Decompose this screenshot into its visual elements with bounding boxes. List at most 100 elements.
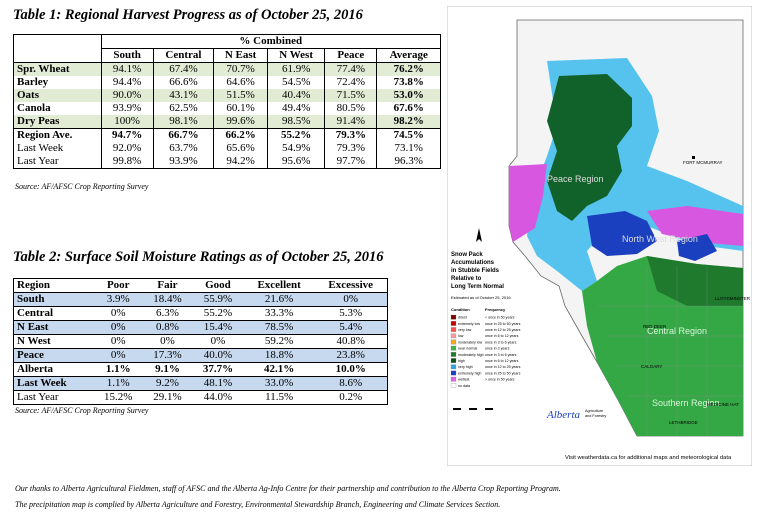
table-cell: 74.5% xyxy=(376,128,441,142)
column-header: N West xyxy=(267,48,326,63)
svg-text:Long Term Normal: Long Term Normal xyxy=(451,284,504,290)
row-label: Last Year xyxy=(13,390,94,405)
table-cell: 60.1% xyxy=(213,102,269,115)
table-cell: 53.0% xyxy=(376,89,441,102)
row-label: N East xyxy=(13,320,94,335)
table2-title: Table 2: Surface Soil Moisture Ratings a… xyxy=(13,249,384,265)
table-cell: 49.4% xyxy=(267,102,326,115)
legend-condition: very high xyxy=(458,365,473,369)
column-header: South xyxy=(101,48,154,63)
table-cell: 0% xyxy=(142,334,193,349)
legend-frequency: once in 3 years xyxy=(485,347,510,351)
row-label: Dry Peas xyxy=(13,115,102,129)
header-spacer xyxy=(13,34,102,49)
city-label: FORT MCMURRAY xyxy=(683,160,723,165)
table-cell: 96.3% xyxy=(376,155,441,169)
map-date: Estimated as of October 25, 2016 xyxy=(451,295,511,300)
table-cell: 94.1% xyxy=(101,62,154,76)
logo-subtitle: and Forestry xyxy=(585,414,606,418)
table-cell: 59.2% xyxy=(243,334,315,349)
table-row: Last Week 92.0% 63.7% 65.6% 54.9% 79.3% 73.1% xyxy=(13,142,441,155)
table-cell: 0% xyxy=(314,292,388,307)
table-cell: 94.4% xyxy=(101,76,154,89)
legend-condition: extremely high xyxy=(458,371,481,375)
table-cell: 9.1% xyxy=(142,362,193,377)
column-header: Poor xyxy=(106,279,130,291)
table-cell: 23.8% xyxy=(314,348,388,363)
table-cell: 93.9% xyxy=(101,102,154,115)
table-cell: 66.7% xyxy=(153,128,215,142)
extremely-high-zone-2 xyxy=(677,234,717,261)
table-cell: 9.2% xyxy=(142,376,193,391)
table-cell: 62.5% xyxy=(153,102,215,115)
table-cell: 92.0% xyxy=(101,142,154,155)
table-cell: 79.3% xyxy=(324,142,378,155)
table-cell: 65.6% xyxy=(213,142,269,155)
table-cell: 5.4% xyxy=(314,320,388,335)
wettest-zone-east xyxy=(647,206,743,246)
legend-condition: wettest xyxy=(458,378,469,382)
table-cell: 76.2% xyxy=(376,62,441,76)
row-label: Oats xyxy=(13,89,102,102)
row-label: Last Week xyxy=(13,142,102,155)
column-header: Excessive xyxy=(328,279,374,291)
table-cell: 55.2% xyxy=(192,306,244,321)
table-cell: 78.5% xyxy=(243,320,315,335)
city-label: RED DEER xyxy=(643,324,667,329)
alberta-logo: Alberta xyxy=(546,409,580,421)
table-row: Last Year 99.8% 93.9% 94.2% 95.6% 97.7% 96.3% xyxy=(13,155,441,169)
table-cell: 15.4% xyxy=(192,320,244,335)
table-cell: 98.2% xyxy=(376,115,441,129)
table-cell: 54.9% xyxy=(267,142,326,155)
column-header: Central xyxy=(153,48,215,63)
table-cell: 0.8% xyxy=(142,320,193,335)
table-cell: 10.0% xyxy=(314,362,388,377)
table2-source: Source: AF/AFSC Crop Reporting Survey xyxy=(15,406,149,415)
table-cell: 100% xyxy=(101,115,154,129)
legend-condition: low xyxy=(458,334,464,338)
row-label: Region Ave. xyxy=(13,128,102,142)
table-cell: 98.5% xyxy=(267,115,326,129)
legend-swatch xyxy=(450,339,457,345)
map-footer: Visit weatherdata.ca for additional maps… xyxy=(565,455,732,461)
legend-frequency: once in 6 to 12 years xyxy=(485,334,519,338)
table-cell: 99.6% xyxy=(213,115,269,129)
soil-moisture-table: Region Poor Fair Good Excellent Excessive Sout… xyxy=(13,278,388,405)
group-header: % Combined xyxy=(101,34,442,49)
table-cell: 11.5% xyxy=(243,390,315,405)
table-cell: 0% xyxy=(93,348,143,363)
table-cell: 51.5% xyxy=(213,89,269,102)
legend-frequency: once in 12 to 25 years xyxy=(485,365,521,369)
table-cell: 1.1% xyxy=(93,376,143,391)
column-header: Peace xyxy=(324,48,378,63)
legend-condition: extremely low xyxy=(458,322,480,326)
moderately-high-zone xyxy=(647,256,743,306)
precipitation-map-note: The precipitation map is complied by Alb… xyxy=(15,500,501,509)
table-cell: 67.4% xyxy=(153,62,215,76)
acknowledgement-note: Our thanks to Alberta Agricultural Field… xyxy=(15,484,561,493)
legend-frequency: once in 3 to 6 years xyxy=(485,353,517,357)
legend-condition: no data xyxy=(458,384,470,388)
table-cell: 0% xyxy=(93,320,143,335)
table-cell: 67.6% xyxy=(376,102,441,115)
city-marker xyxy=(692,156,695,159)
table-row: Dry Peas 100% 98.1% 99.6% 98.5% 91.4% 98.2% xyxy=(13,115,441,129)
table-cell: 90.0% xyxy=(101,89,154,102)
table-row: South 3.9% 18.4% 55.9% 21.6% 0% xyxy=(13,292,388,307)
table-cell: 63.7% xyxy=(153,142,215,155)
table-cell: 97.7% xyxy=(324,155,378,169)
north-arrow-icon xyxy=(476,228,482,242)
table-cell: 40.4% xyxy=(267,89,326,102)
row-label: Last Week xyxy=(13,376,94,391)
table-cell: 55.9% xyxy=(192,292,244,307)
row-label: South xyxy=(13,292,94,307)
table-cell: 18.4% xyxy=(142,292,193,307)
legend-condition-header: Condition xyxy=(451,307,470,312)
svg-text:Relative to: Relative to xyxy=(451,276,482,282)
table-cell: 33.0% xyxy=(243,376,315,391)
table-cell: 99.8% xyxy=(101,155,154,169)
legend-frequency: once in 6 to 12 years xyxy=(485,359,519,363)
scale-bar xyxy=(453,408,493,410)
table-cell: 93.9% xyxy=(153,155,215,169)
table-cell: 66.6% xyxy=(153,76,215,89)
